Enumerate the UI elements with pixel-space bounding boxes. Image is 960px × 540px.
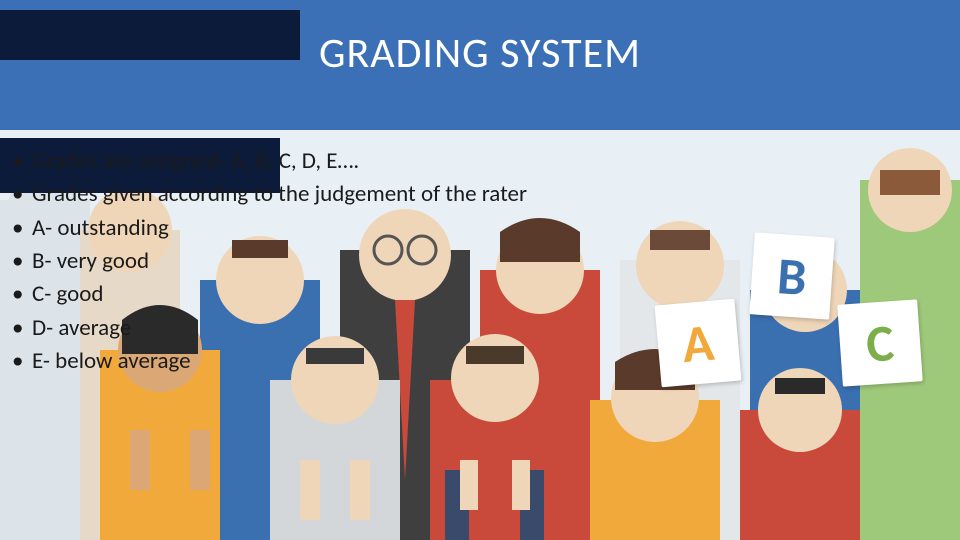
list-item-text: A- outstanding <box>32 212 169 245</box>
list-item: • D- average <box>12 312 527 345</box>
list-item-text: D- average <box>32 312 131 345</box>
bullet-icon: • <box>12 145 26 178</box>
list-item: • E- below average <box>12 345 527 378</box>
list-item-text: C- good <box>32 278 104 311</box>
list-item-text: Grades given according to the judgement … <box>32 178 527 211</box>
grade-card-b: B <box>749 232 835 319</box>
list-item-text: E- below average <box>32 345 191 378</box>
bullet-icon: • <box>12 178 26 211</box>
grade-card-letter: C <box>864 310 896 376</box>
grade-card-a: A <box>655 299 742 388</box>
bullet-icon: • <box>12 212 26 245</box>
list-item: • Grades are assigned- A, B, C, D, E…. <box>12 145 527 178</box>
list-item: • B- very good <box>12 245 527 278</box>
list-item: • Grades given according to the judgemen… <box>12 178 527 211</box>
list-item: • A- outstanding <box>12 212 527 245</box>
grade-card-c: C <box>837 299 923 386</box>
bullet-list: • Grades are assigned- A, B, C, D, E…. •… <box>12 145 527 378</box>
grade-card-letter: A <box>680 310 717 377</box>
bullet-icon: • <box>12 245 26 278</box>
bullet-icon: • <box>12 312 26 345</box>
list-item: • C- good <box>12 278 527 311</box>
list-item-text: B- very good <box>32 245 149 278</box>
list-item-text: Grades are assigned- A, B, C, D, E…. <box>32 145 359 178</box>
bullet-icon: • <box>12 345 26 378</box>
bullet-icon: • <box>12 278 26 311</box>
grade-card-letter: B <box>775 243 809 309</box>
slide-title: GRADING SYSTEM <box>0 28 960 79</box>
